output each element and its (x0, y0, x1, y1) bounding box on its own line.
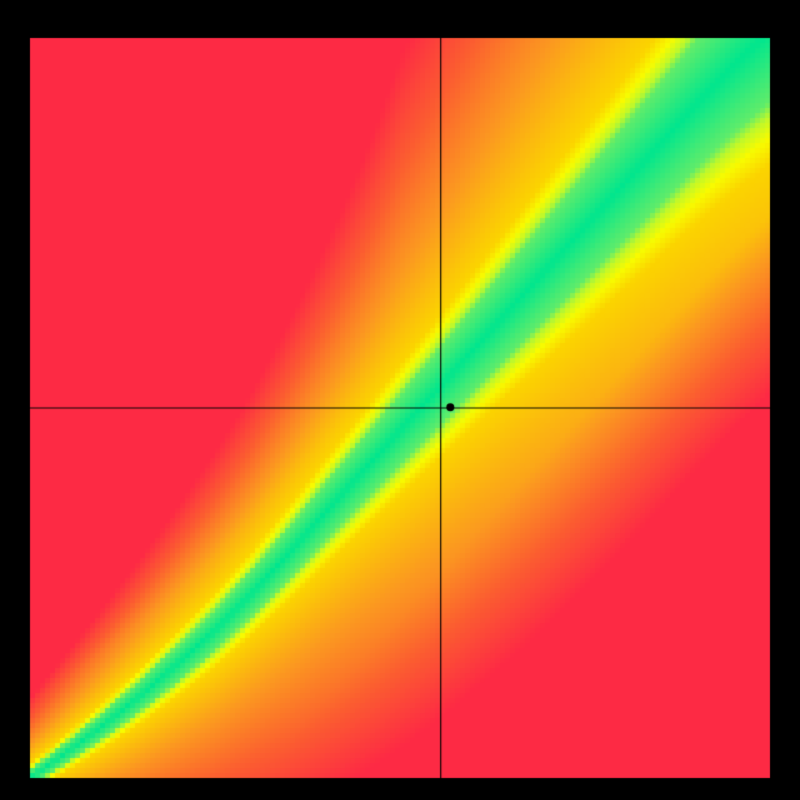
bottleneck-heatmap (0, 0, 800, 800)
chart-container: TheBottleneck.com (0, 0, 800, 800)
